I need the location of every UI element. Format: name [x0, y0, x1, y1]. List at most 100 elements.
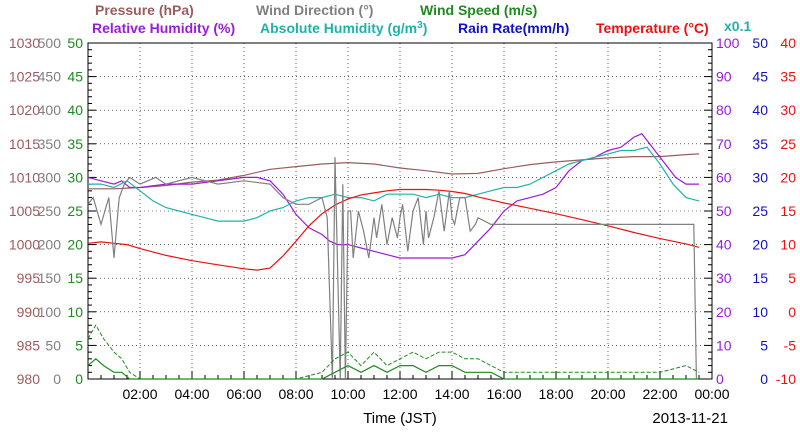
wind_direction-tick-label: 300	[38, 169, 62, 185]
wind_speed-tick-label: 50	[67, 35, 83, 51]
legend: Pressure (hPa) Wind Direction (°) Wind Spe…	[92, 2, 751, 36]
wind_direction-tick-label: 450	[38, 69, 62, 85]
wind_direction-tick-label: 500	[38, 35, 62, 51]
x-tick-label: 18:00	[538, 386, 573, 402]
rain_rate-tick-label: 15	[752, 270, 768, 286]
temperature-tick-label: 35	[780, 69, 796, 85]
relative_humidity-tick-label: 0	[716, 371, 724, 387]
series-absolute-humidity-g-m3	[88, 146, 700, 222]
pressure-tick-label: 1030	[9, 35, 40, 51]
wind_speed-tick-label: 40	[67, 102, 83, 118]
rain_rate-tick-label: 20	[752, 237, 768, 253]
series-pressure-hpa	[88, 153, 700, 190]
wind_speed-tick-label: 45	[67, 69, 83, 85]
x-tick-label: 20:00	[590, 386, 625, 402]
relative_humidity-tick-label: 50	[716, 203, 732, 219]
temperature-tick-label: 10	[780, 237, 796, 253]
relative_humidity-tick-label: 70	[716, 136, 732, 152]
legend-scale-note: x0.1	[724, 18, 751, 34]
legend-item: Rain Rate(mm/h)	[458, 20, 569, 36]
rain_rate-tick-label: 30	[752, 169, 768, 185]
wind_speed-tick-label: 10	[67, 304, 83, 320]
legend-item: Pressure (hPa)	[95, 2, 194, 18]
x-tick-label: 04:00	[174, 386, 209, 402]
temperature-tick-label: 25	[780, 136, 796, 152]
pressure-tick-label: 1005	[9, 203, 40, 219]
x-axis: 02:00 04:00 06:00 08:00 10:00 12:00 14:00 16:00…	[87, 371, 730, 402]
x-tick-label: 06:00	[226, 386, 261, 402]
rain_rate-tick-label: 50	[752, 35, 768, 51]
legend-item: Relative Humidity (%)	[92, 20, 235, 36]
grid	[88, 43, 712, 379]
relative_humidity-tick-label: 80	[716, 102, 732, 118]
rain_rate-tick-label: 40	[752, 102, 768, 118]
relative_humidity-tick-label: 10	[716, 337, 732, 353]
legend-item: Absolute Humidity (g/m3)	[260, 20, 427, 37]
rain_rate-tick-label: 45	[752, 69, 768, 85]
wind_direction-tick-label: 350	[38, 136, 62, 152]
rain_rate-tick-label: 35	[752, 136, 768, 152]
wind_direction-tick-label: 150	[38, 270, 62, 286]
series-layer	[87, 132, 700, 380]
pressure-tick-label: 990	[17, 304, 41, 320]
wind_speed-tick-label: 30	[67, 169, 83, 185]
temperature-tick-label: 40	[780, 35, 796, 51]
wind_direction-tick-label: 400	[38, 102, 62, 118]
relative_humidity-tick-label: 100	[716, 35, 740, 51]
pressure-tick-label: 995	[17, 270, 41, 286]
rain_rate-tick-label: 5	[760, 337, 768, 353]
pressure-tick-label: 1000	[9, 237, 40, 253]
legend-item: Wind Speed (m/s)	[420, 2, 537, 18]
wind_speed-tick-label: 0	[75, 371, 83, 387]
x-tick-label: 22:00	[642, 386, 677, 402]
temperature-tick-label: -10	[776, 371, 796, 387]
temperature-tick-label: 0	[788, 304, 796, 320]
series-wind-speed-m-s-gust	[87, 324, 700, 380]
wind_direction-tick-label: 50	[45, 337, 61, 353]
right-axes: 1009080706050403020100504540353025201510…	[716, 35, 796, 387]
x-tick-label: 02:00	[122, 386, 157, 402]
relative_humidity-tick-label: 90	[716, 69, 732, 85]
x-axis-label: Time (JST)	[363, 410, 437, 427]
series-wind-speed-m-s	[87, 358, 699, 380]
rain_rate-tick-label: 25	[752, 203, 768, 219]
x-tick-label: 08:00	[278, 386, 313, 402]
x-tick-label: 12:00	[382, 386, 417, 402]
wind_speed-tick-label: 20	[67, 237, 83, 253]
wind_direction-tick-label: 0	[53, 371, 61, 387]
wind_speed-tick-label: 15	[67, 270, 83, 286]
wind_speed-tick-label: 25	[67, 203, 83, 219]
x-tick-label: 00:00	[694, 386, 729, 402]
legend-item: Wind Direction (°)	[256, 2, 373, 18]
rain_rate-tick-label: 0	[760, 371, 768, 387]
temperature-tick-label: 5	[788, 270, 796, 286]
wind_direction-tick-label: 250	[38, 203, 62, 219]
left-axes: 1030102510201015101010051000995990985980…	[9, 35, 712, 387]
date-label: 2013-11-21	[652, 410, 728, 427]
wind_speed-tick-label: 35	[67, 136, 83, 152]
series-temperature-c	[87, 188, 700, 271]
pressure-tick-label: 1015	[9, 136, 40, 152]
x-tick-label: 14:00	[434, 386, 469, 402]
pressure-tick-label: 1010	[9, 169, 40, 185]
relative_humidity-tick-label: 30	[716, 270, 732, 286]
wind_direction-tick-label: 100	[38, 304, 62, 320]
series-relative-humidity	[87, 132, 699, 259]
rain_rate-tick-label: 10	[752, 304, 768, 320]
relative_humidity-tick-label: 20	[716, 304, 732, 320]
legend-item: Temperature (°C)	[596, 20, 709, 36]
relative_humidity-tick-label: 60	[716, 169, 732, 185]
pressure-tick-label: 980	[17, 371, 41, 387]
pressure-tick-label: 985	[17, 337, 41, 353]
pressure-tick-label: 1020	[9, 102, 40, 118]
wind_speed-tick-label: 5	[75, 337, 83, 353]
wind_direction-tick-label: 200	[38, 237, 62, 253]
temperature-tick-label: 20	[780, 169, 796, 185]
x-tick-label: 16:00	[486, 386, 521, 402]
pressure-tick-label: 1025	[9, 69, 40, 85]
x-tick-label: 10:00	[330, 386, 365, 402]
relative_humidity-tick-label: 40	[716, 237, 732, 253]
temperature-tick-label: -5	[784, 337, 797, 353]
series-wind-direction	[87, 157, 697, 380]
